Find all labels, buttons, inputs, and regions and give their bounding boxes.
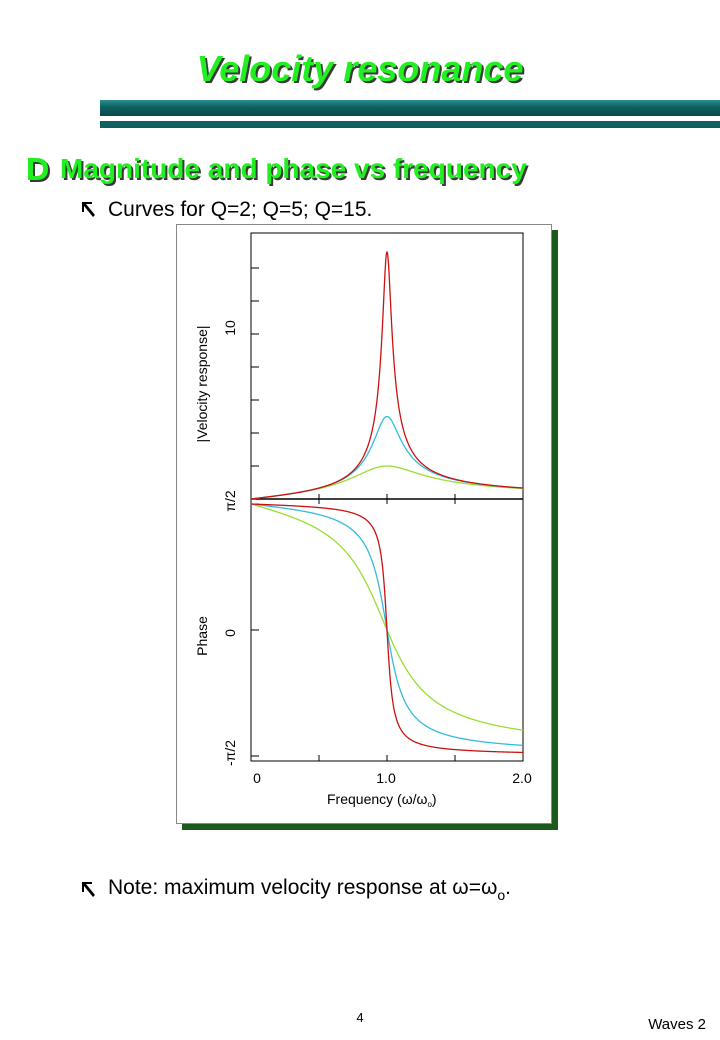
ytick-label-pi2: π/2 — [222, 490, 238, 512]
bullet-level1-text: Magnitude and phase vs frequency — [60, 153, 527, 184]
phase-curve-q2 — [250, 503, 524, 731]
page-number: 4 — [356, 1010, 364, 1025]
note-text-main: Note: maximum velocity response at — [108, 876, 453, 899]
slide-title: Velocity resonance — [196, 48, 524, 89]
note-subscript: o — [497, 887, 506, 903]
note-equals: = — [468, 876, 481, 899]
chart-ylabel-magnitude: |Velocity response| — [194, 325, 210, 442]
xtick-label-0: 0 — [253, 770, 261, 786]
bullet-level2-text: Curves for Q=2; Q=5; Q=15. — [108, 198, 373, 221]
phase-curve-q15 — [250, 503, 524, 754]
chart-xlabel-sub: o — [427, 800, 432, 809]
magnitude-curve-q5 — [250, 415, 524, 500]
note-omega: ω — [452, 876, 469, 899]
resonance-chart: |Velocity response| Phase 10 π/2 0 -π/2 … — [194, 232, 532, 809]
figure-panel: |Velocity response| Phase 10 π/2 0 -π/2 … — [176, 224, 552, 824]
footer-label: Waves 2 — [648, 1016, 706, 1033]
xtick-label-2: 2.0 — [512, 770, 532, 786]
arrow-bullet-icon — [82, 202, 95, 217]
ytick-label-10: 10 — [222, 320, 238, 336]
chart-ylabel-phase: Phase — [194, 616, 210, 656]
ytick-label-0: 0 — [222, 629, 238, 637]
title-underline-thin-bar — [100, 121, 720, 128]
bullet-level2-curves: Curves for Q=2; Q=5; Q=15. — [80, 198, 372, 222]
note-text: Note: maximum velocity response at ω=ωo. — [108, 876, 511, 903]
arrow-bullet-icon — [82, 881, 95, 897]
bullet-level1: Magnitude and phase vs frequency — [22, 153, 527, 185]
ytick-label-neg-pi2: -π/2 — [222, 740, 238, 766]
d-bullet-icon — [28, 158, 50, 182]
chart-xlabel-main: Frequency (ω/ω — [327, 791, 428, 807]
bullet-level2-note: Note: maximum velocity response at ω=ωo. — [80, 876, 511, 903]
chart-xlabel: Frequency (ω/ωo) — [327, 791, 437, 809]
title-underline-bar — [100, 100, 720, 116]
chart-xlabel-end: ) — [432, 791, 437, 807]
xtick-label-1: 1.0 — [376, 770, 396, 786]
note-omega2: ω — [480, 876, 498, 899]
magnitude-curve-q15 — [250, 251, 524, 500]
note-end: . — [505, 876, 512, 899]
